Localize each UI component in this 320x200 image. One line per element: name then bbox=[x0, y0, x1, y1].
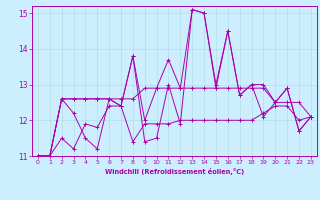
X-axis label: Windchill (Refroidissement éolien,°C): Windchill (Refroidissement éolien,°C) bbox=[105, 168, 244, 175]
